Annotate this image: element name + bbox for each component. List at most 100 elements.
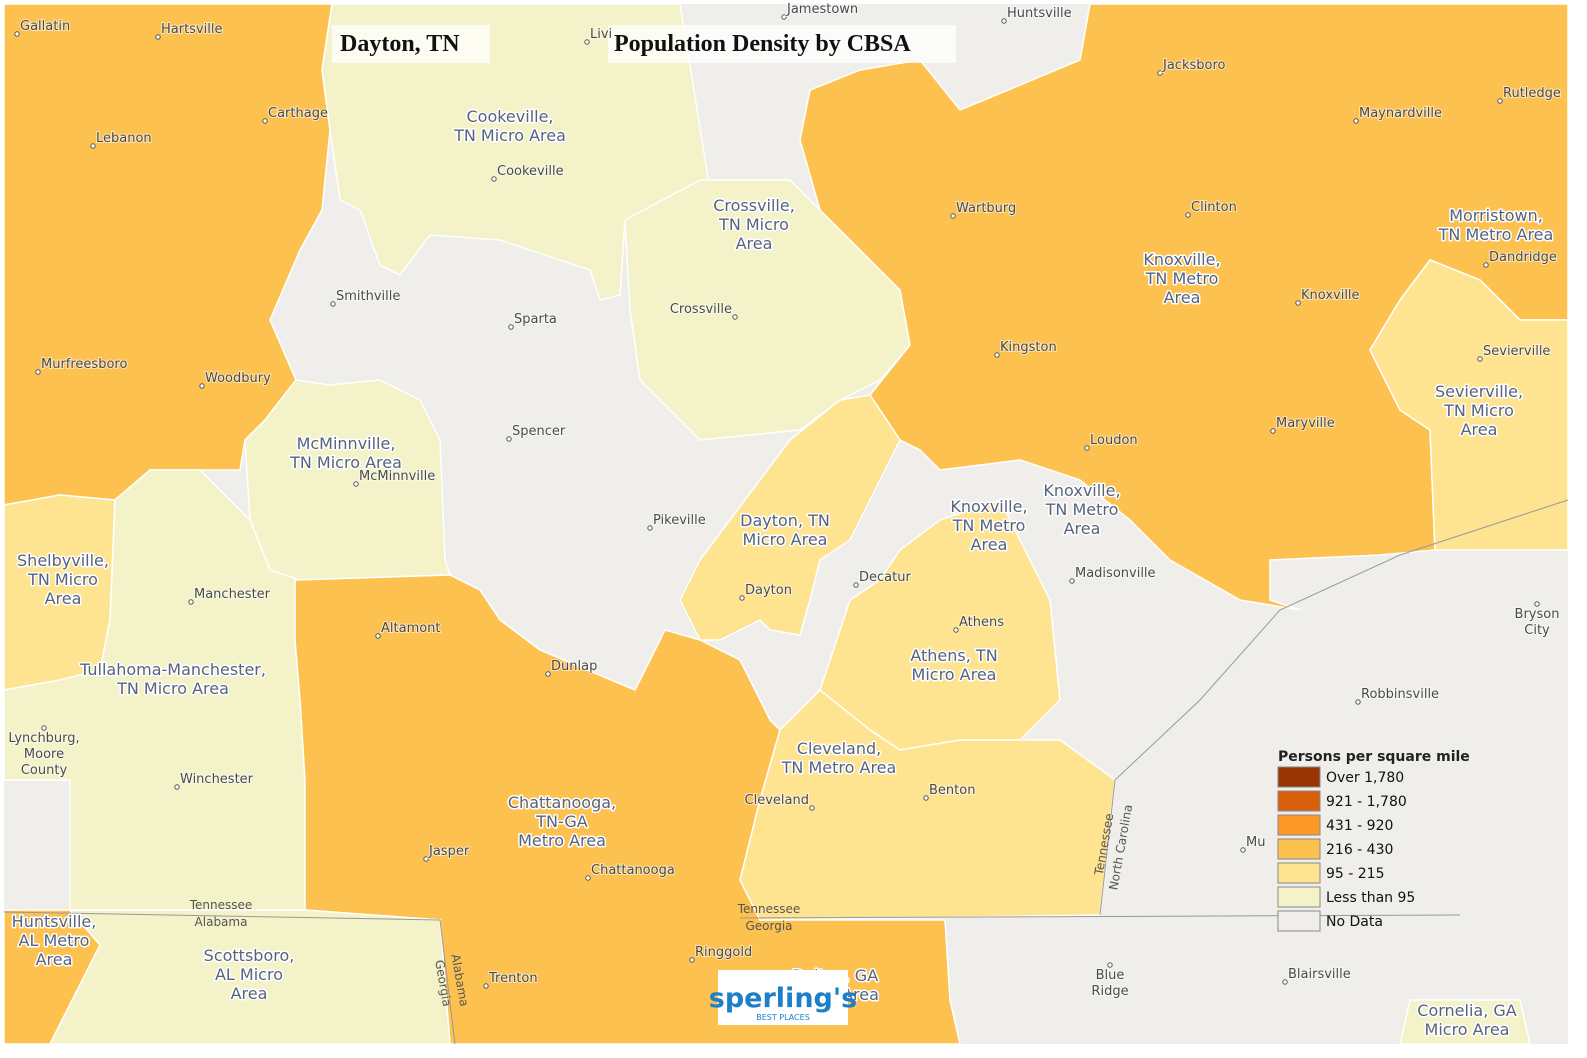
area-label: TN Metro Area xyxy=(1438,225,1554,244)
area-label: Dayton, TN xyxy=(740,511,830,530)
city-dot xyxy=(199,383,205,389)
area-label: Cornelia, GA xyxy=(1417,1001,1517,1020)
legend-swatch xyxy=(1277,886,1321,908)
city-label: Ridge xyxy=(1091,984,1128,999)
city-dot xyxy=(1157,70,1163,76)
city-dot xyxy=(853,582,859,588)
area-label: TN Metro Area xyxy=(781,758,897,777)
city-dot xyxy=(689,957,695,963)
city-label: Woodbury xyxy=(205,371,271,386)
city-label: Maryville xyxy=(1276,416,1335,431)
area-label: TN Micro Area xyxy=(289,453,402,472)
state-border xyxy=(439,919,456,1045)
region xyxy=(1399,999,1531,1045)
map-title: Population Density by CBSA xyxy=(614,31,911,57)
legend-label: 921 - 1,780 xyxy=(1326,794,1407,810)
area-label: Shelbyville, xyxy=(17,551,109,570)
area-label: Athens, TN xyxy=(910,646,997,665)
city-label: Jamestown xyxy=(786,2,858,17)
legend-swatch xyxy=(1277,766,1321,788)
city-dot xyxy=(90,143,96,149)
city-label: Murfreesboro xyxy=(41,357,127,372)
city-label: Kingston xyxy=(1000,340,1057,355)
area-label: Knoxville, xyxy=(950,497,1027,516)
area-label: Knoxville, xyxy=(1143,250,1220,269)
legend-title: Persons per square mile xyxy=(1278,749,1470,765)
city-label: Winchester xyxy=(180,772,254,787)
city-dot xyxy=(155,34,161,40)
city-dot xyxy=(353,481,359,487)
city-dot xyxy=(953,627,959,633)
city-dot xyxy=(994,352,1000,358)
legend-label: No Data xyxy=(1326,914,1383,930)
city-label: Ringgold xyxy=(695,945,752,960)
city-label: Pikeville xyxy=(653,513,706,528)
logo-name: sperling's xyxy=(709,983,857,1014)
area-label: TN Metro xyxy=(1045,500,1119,519)
area-label: TN-GA xyxy=(535,812,588,831)
city-dot xyxy=(584,39,590,45)
city-label: Knoxville xyxy=(1301,288,1360,303)
area-label: Cookeville, xyxy=(466,107,553,126)
area-label: Sevierville, xyxy=(1435,382,1523,401)
city-dot xyxy=(1355,699,1361,705)
legend-label: Less than 95 xyxy=(1326,890,1415,906)
area-label: Area xyxy=(1461,420,1498,439)
logo-tagline: BEST PLACES xyxy=(756,1013,810,1022)
state-label: Tennessee Alabama xyxy=(189,898,253,929)
city-label: Altamont xyxy=(381,621,441,636)
state-label-text: Tennessee xyxy=(737,902,801,916)
area-label: Area xyxy=(1164,288,1201,307)
city-dot xyxy=(330,301,336,307)
area-label: Morristown, xyxy=(1449,206,1543,225)
city-label: Loudon xyxy=(1090,433,1138,448)
city-label: Chattanooga xyxy=(591,863,675,878)
city-label: Benton xyxy=(929,783,975,798)
state-label: Tennessee Georgia xyxy=(737,902,801,933)
city-dot xyxy=(545,671,551,677)
city-label: Cookeville xyxy=(497,164,564,179)
city-dot xyxy=(423,856,429,862)
city-label: Wartburg xyxy=(956,201,1016,216)
city-dot xyxy=(1477,356,1483,362)
region xyxy=(294,574,961,1045)
area-label: TN Metro xyxy=(952,516,1026,535)
city-label: Spencer xyxy=(512,424,566,439)
city-dot xyxy=(35,369,41,375)
city-label: Blue xyxy=(1096,968,1125,983)
city-label: Sevierville xyxy=(1483,344,1550,359)
city-label: Dunlap xyxy=(551,659,597,674)
state-label-text: Tennessee xyxy=(189,898,253,912)
area-label: AL Micro xyxy=(215,965,283,984)
area-label: McMinnville, xyxy=(297,434,396,453)
city-label: Rutledge xyxy=(1503,86,1561,101)
city-dot xyxy=(1069,578,1075,584)
area-label: TN Metro xyxy=(1145,269,1219,288)
area-label: TN Micro xyxy=(718,215,789,234)
area-label: AL Metro xyxy=(19,931,90,950)
city-label: Maynardville xyxy=(1359,106,1442,121)
city-label: Lynchburg, xyxy=(8,731,79,746)
city-dot xyxy=(923,795,929,801)
city-label: Dandridge xyxy=(1489,250,1557,265)
region xyxy=(1369,259,1569,551)
title-box xyxy=(608,25,956,63)
legend-label: 95 - 215 xyxy=(1326,866,1385,882)
state-border xyxy=(3,911,441,921)
city-dot xyxy=(1270,428,1276,434)
legend-swatch xyxy=(1277,838,1321,860)
city-dot xyxy=(508,324,514,330)
logo-box xyxy=(718,970,848,1025)
legend-label: 216 - 430 xyxy=(1326,842,1393,858)
city-dot xyxy=(14,31,20,37)
city-label: Carthage xyxy=(268,106,328,121)
city-dot xyxy=(1240,847,1246,853)
area-label: Micro Area xyxy=(743,530,828,549)
legend-swatch xyxy=(1277,814,1321,836)
region xyxy=(679,394,901,641)
city-label: Blairsville xyxy=(1288,967,1351,982)
city-dot xyxy=(262,118,268,124)
area-label: Cleveland, xyxy=(797,739,881,758)
city-label: Gallatin xyxy=(20,19,70,34)
city-dot xyxy=(506,436,512,442)
